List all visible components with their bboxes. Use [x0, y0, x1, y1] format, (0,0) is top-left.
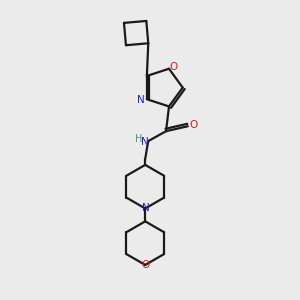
- Text: N: N: [137, 95, 145, 105]
- Text: H: H: [135, 134, 142, 144]
- Text: O: O: [141, 260, 149, 270]
- Text: N: N: [142, 203, 150, 214]
- Text: O: O: [170, 62, 178, 72]
- Text: N: N: [141, 137, 149, 147]
- Text: O: O: [190, 120, 198, 130]
